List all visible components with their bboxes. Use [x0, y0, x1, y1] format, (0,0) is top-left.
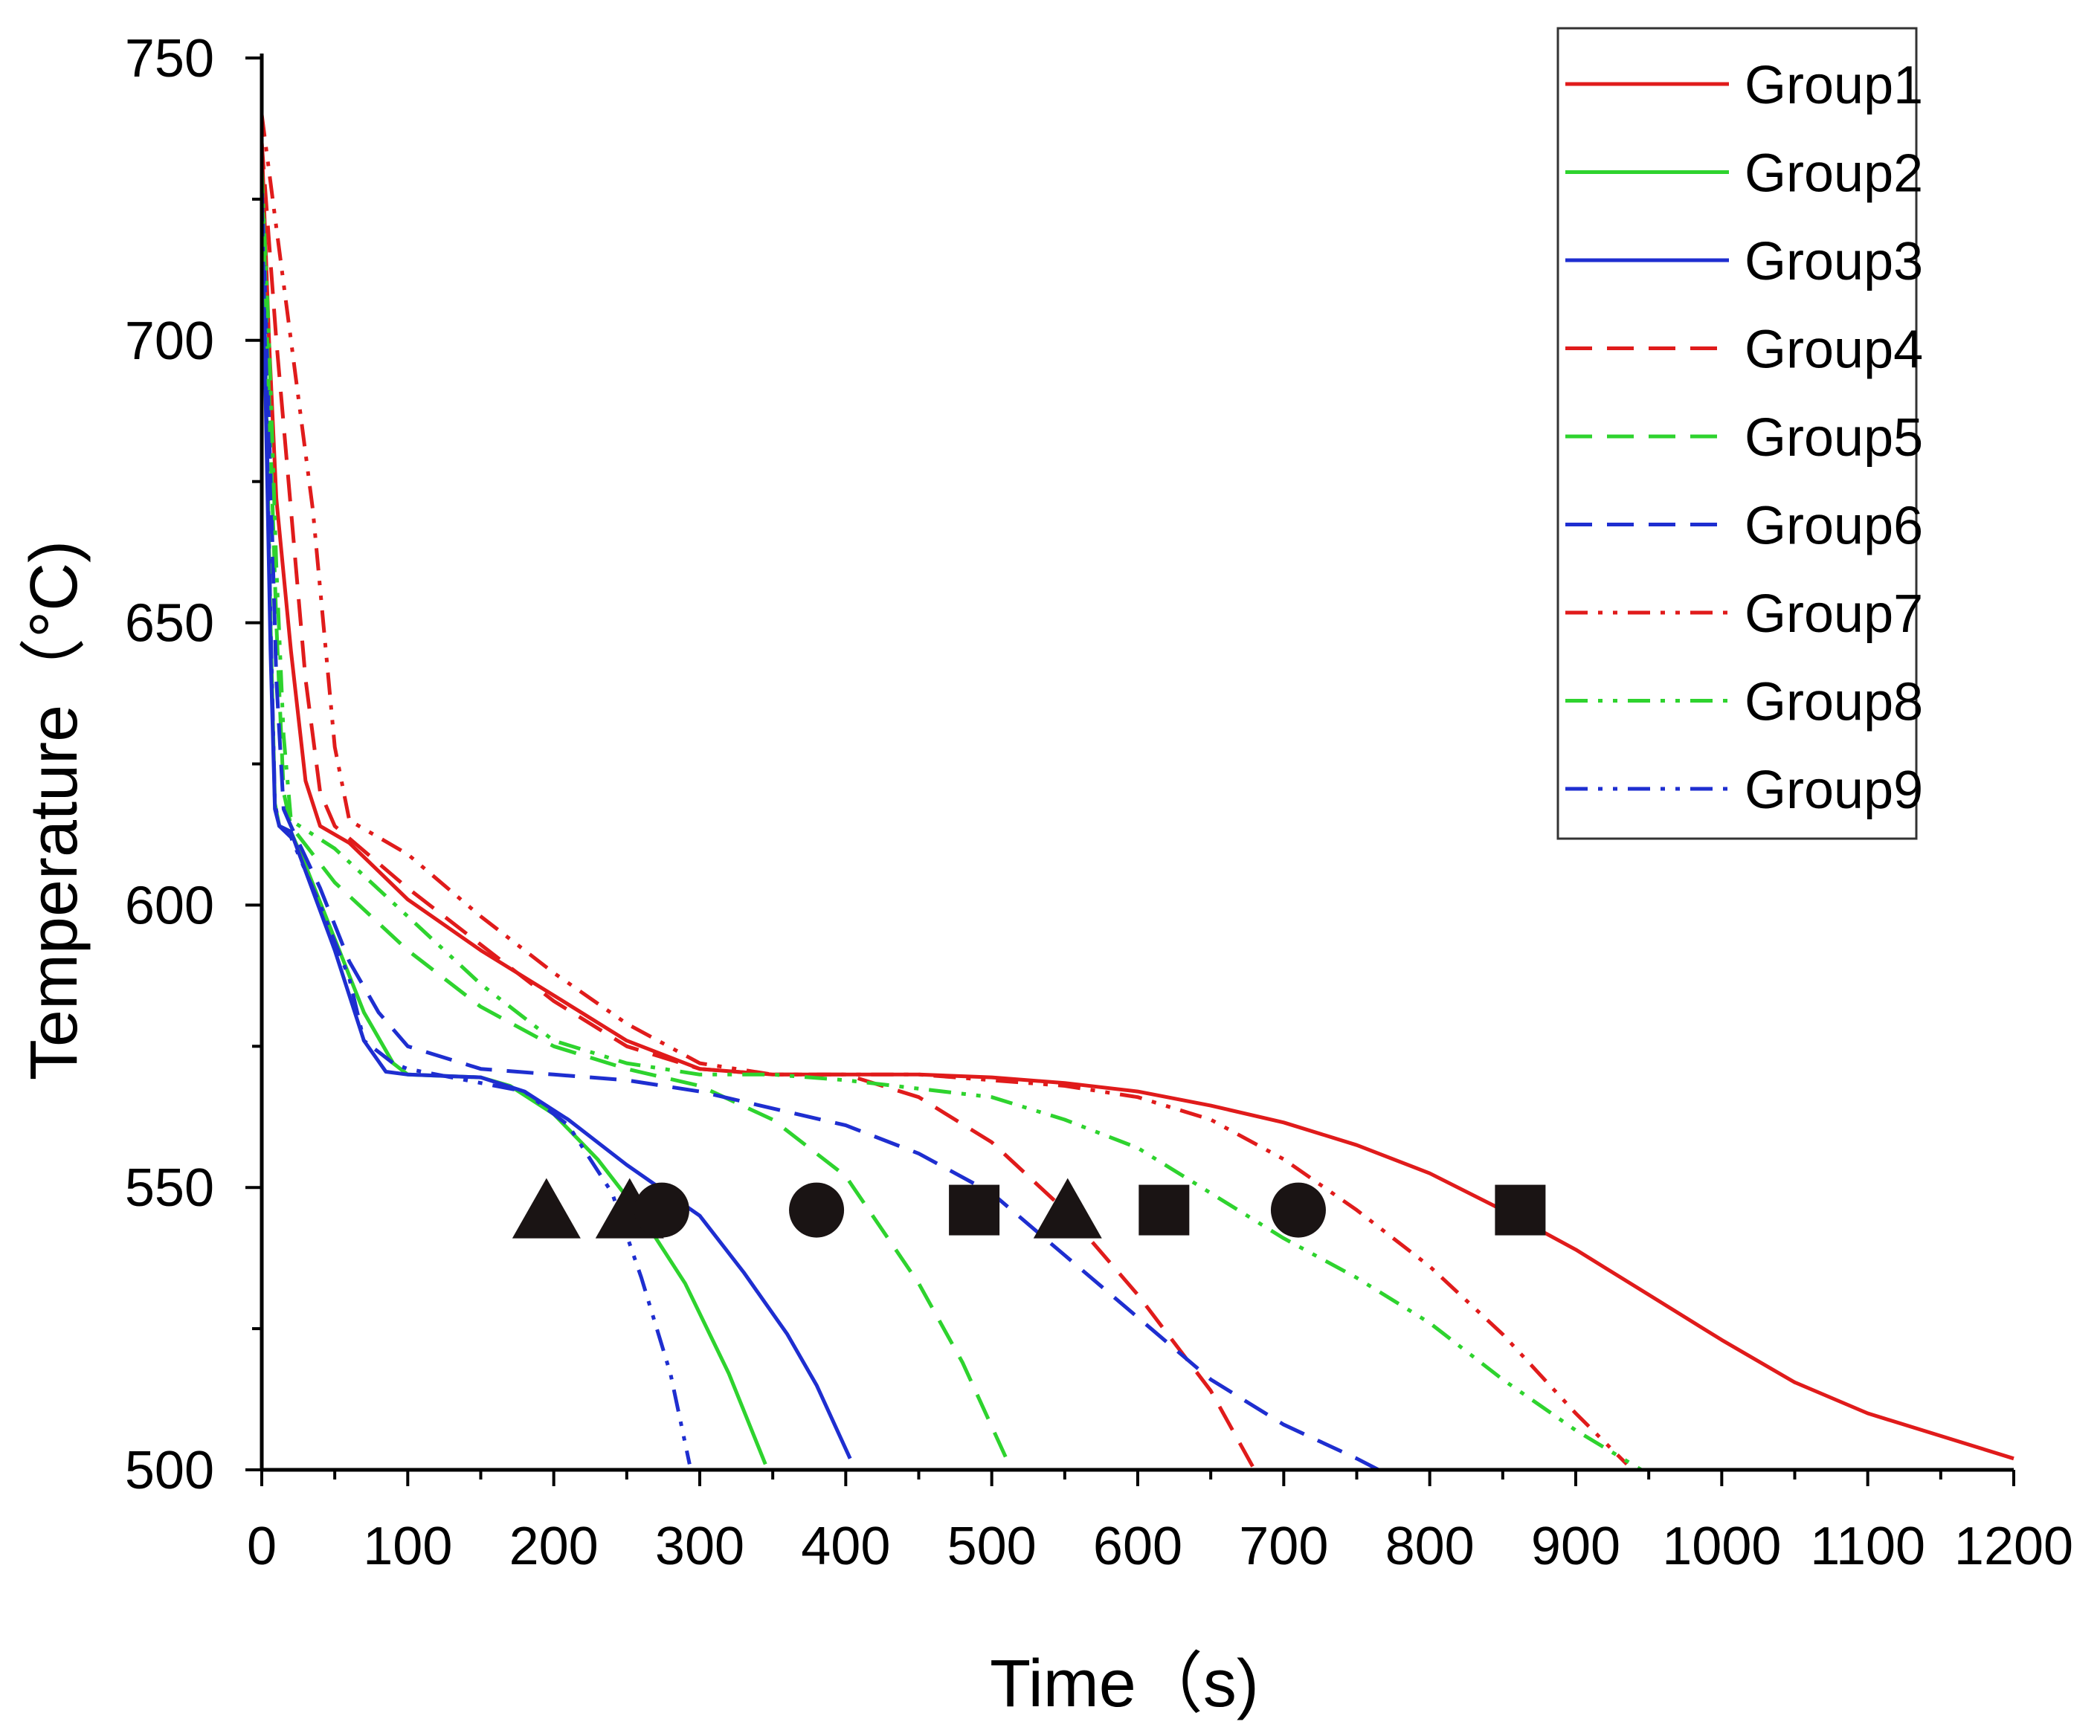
x-tick-label: 1100: [1810, 1517, 1925, 1576]
legend-label-group3: Group3: [1745, 232, 1923, 291]
legend-box: [1556, 27, 1918, 840]
x-axis-title: Time（s): [990, 1647, 1259, 1721]
legend-label-group4: Group4: [1745, 320, 1923, 380]
series-line-group9: [260, 199, 692, 1465]
axis-layer: 0 100 200 300 400 500 600 700 800 900 1000 1100 1200…: [125, 29, 2073, 1576]
legend-label-group2: Group2: [1745, 144, 1923, 204]
marker-layer: [512, 1178, 1546, 1239]
x-tick-label: 100: [363, 1517, 452, 1576]
circle-marker-3: [634, 1182, 689, 1238]
series-line-group7: [260, 114, 1629, 1466]
y-tick-label: 700: [125, 312, 214, 371]
square-marker-7: [1138, 1184, 1190, 1236]
y-axis-title: Temperature（°C): [17, 541, 91, 1080]
triangle-marker-1: [512, 1178, 581, 1239]
legend: Group1 Group2 Group3 Group4 Group5 Group6 Grou…: [1556, 27, 1923, 840]
legend-label-group7: Group7: [1745, 584, 1923, 644]
square-marker-5: [949, 1184, 1000, 1236]
x-tick-label: 0: [247, 1517, 277, 1576]
y-tick-label: 550: [125, 1158, 214, 1218]
legend-label-group6: Group6: [1745, 497, 1923, 556]
series-line-group1: [260, 142, 2014, 1461]
series-line-group4: [260, 142, 1257, 1471]
circle-marker-4: [789, 1182, 845, 1238]
x-tick-label: 1000: [1662, 1517, 1781, 1576]
series-layer: [260, 114, 2014, 1472]
legend-label-group8: Group8: [1745, 673, 1923, 732]
x-tick-label: 900: [1531, 1517, 1620, 1576]
square-marker-9: [1495, 1184, 1546, 1236]
y-tick-label: 500: [125, 1441, 214, 1500]
legend-label-group5: Group5: [1745, 408, 1923, 468]
x-tick-label: 800: [1385, 1517, 1475, 1576]
x-tick-label: 300: [655, 1517, 744, 1576]
y-tick-label: 750: [125, 29, 214, 88]
x-tick-label: 200: [509, 1517, 599, 1576]
x-tick-label: 400: [801, 1517, 890, 1576]
series-line-group8: [260, 170, 1643, 1472]
legend-label-group1: Group1: [1745, 56, 1923, 115]
x-tick-label: 1200: [1954, 1517, 2073, 1576]
x-tick-label: 700: [1239, 1517, 1328, 1576]
legend-label-group9: Group9: [1745, 761, 1923, 820]
circle-marker-8: [1270, 1182, 1326, 1238]
series-line-group5: [260, 170, 1008, 1459]
y-tick-label: 650: [125, 594, 214, 654]
series-line-group6: [260, 182, 1380, 1472]
x-tick-label: 500: [947, 1517, 1037, 1576]
x-tick-label: 600: [1093, 1517, 1182, 1576]
y-tick-label: 600: [125, 876, 214, 935]
triangle-marker-6: [1033, 1178, 1102, 1239]
